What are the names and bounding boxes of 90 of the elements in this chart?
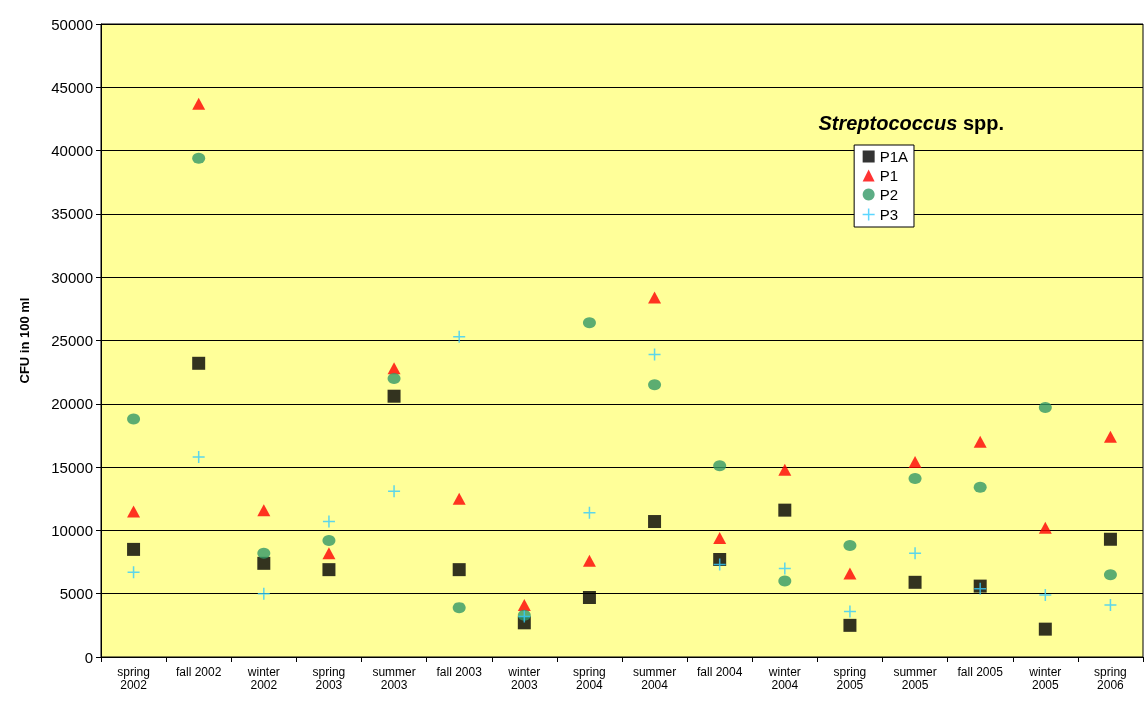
point (517, 599, 531, 612)
point (322, 535, 336, 547)
point (908, 575, 922, 589)
point (387, 389, 401, 403)
point (1038, 622, 1052, 636)
point (1103, 598, 1118, 612)
x-tick-label: winter 2004 (767, 664, 801, 692)
point (648, 291, 662, 304)
x-tick-label: summer 2003 (372, 664, 416, 692)
x-tick-label: spring 2003 (312, 664, 346, 692)
point (648, 379, 662, 391)
point (648, 515, 662, 529)
point (1103, 430, 1117, 443)
text: Streptococcus spp. (818, 112, 1004, 134)
point (127, 542, 141, 556)
point (322, 563, 336, 577)
point (582, 317, 596, 329)
y-tick-label: 15000 (51, 458, 93, 476)
x-tick-label: spring 2005 (833, 664, 867, 692)
point (843, 604, 857, 619)
point (127, 413, 141, 425)
x-tick-label: fall 2005 (957, 664, 1004, 679)
x-tick-label: fall 2002 (176, 664, 222, 679)
y-tick-label: 0 (84, 648, 93, 666)
x-tick-label: spring 2002 (117, 664, 150, 692)
point (322, 547, 336, 560)
point (452, 329, 466, 344)
y-axis-title: CFU in 100 ml (17, 297, 32, 384)
point (647, 347, 662, 362)
point (127, 505, 141, 518)
y-tick-label: 25000 (51, 332, 93, 349)
point (843, 618, 857, 632)
x-tick-label: summer 2005 (893, 664, 937, 692)
legend-label: P3 (879, 206, 899, 223)
point (582, 505, 597, 520)
point (192, 97, 206, 110)
point (712, 557, 727, 572)
point (1038, 521, 1052, 534)
y-tick-label: 45000 (51, 78, 93, 96)
point (582, 591, 596, 604)
y-tick-label: 5000 (59, 585, 93, 603)
legend-label: P2 (879, 186, 899, 203)
x-tick-label: fall 2004 (697, 664, 743, 679)
y-tick-label: 10000 (51, 521, 93, 539)
legend-label: P1 (879, 167, 899, 184)
point (1103, 532, 1117, 546)
point (713, 460, 727, 472)
y-tick-label: 50000 (51, 15, 93, 33)
point (713, 532, 727, 544)
point (257, 504, 271, 517)
point (1038, 588, 1053, 602)
point (908, 456, 922, 469)
x-tick-label: winter 2005 (1028, 664, 1062, 692)
point (1103, 569, 1117, 581)
point (1038, 402, 1052, 414)
point (973, 481, 987, 493)
x-tick-label: summer 2004 (632, 664, 677, 692)
y-tick-label: 20000 (51, 395, 93, 413)
point (322, 514, 336, 529)
y-tick-label: 30000 (51, 268, 93, 286)
point (387, 484, 401, 498)
point (257, 586, 271, 601)
x-tick-label: winter 2003 (507, 664, 541, 692)
point (192, 356, 206, 370)
point (778, 561, 792, 576)
x-tick-label: spring 2006 (1094, 664, 1127, 692)
point (387, 372, 401, 384)
point (843, 567, 857, 580)
point (452, 563, 466, 577)
point (452, 602, 466, 614)
point (192, 152, 206, 164)
x-tick-label: spring 2004 (573, 664, 606, 692)
point (778, 463, 792, 476)
point (582, 554, 596, 567)
point (973, 435, 987, 448)
point (778, 575, 792, 587)
point (452, 492, 466, 505)
point (126, 565, 141, 579)
point (843, 540, 857, 552)
y-tick-label: 40000 (51, 142, 93, 160)
point (257, 556, 271, 570)
point (191, 450, 206, 464)
point (908, 473, 922, 484)
point (908, 546, 922, 560)
x-tick-label: winter 2002 (246, 664, 280, 692)
point (257, 547, 271, 559)
legend-label: P1A (879, 148, 909, 165)
point (778, 503, 792, 517)
y-tick-label: 35000 (51, 205, 93, 223)
x-tick-label: fall 2003 (436, 664, 483, 679)
